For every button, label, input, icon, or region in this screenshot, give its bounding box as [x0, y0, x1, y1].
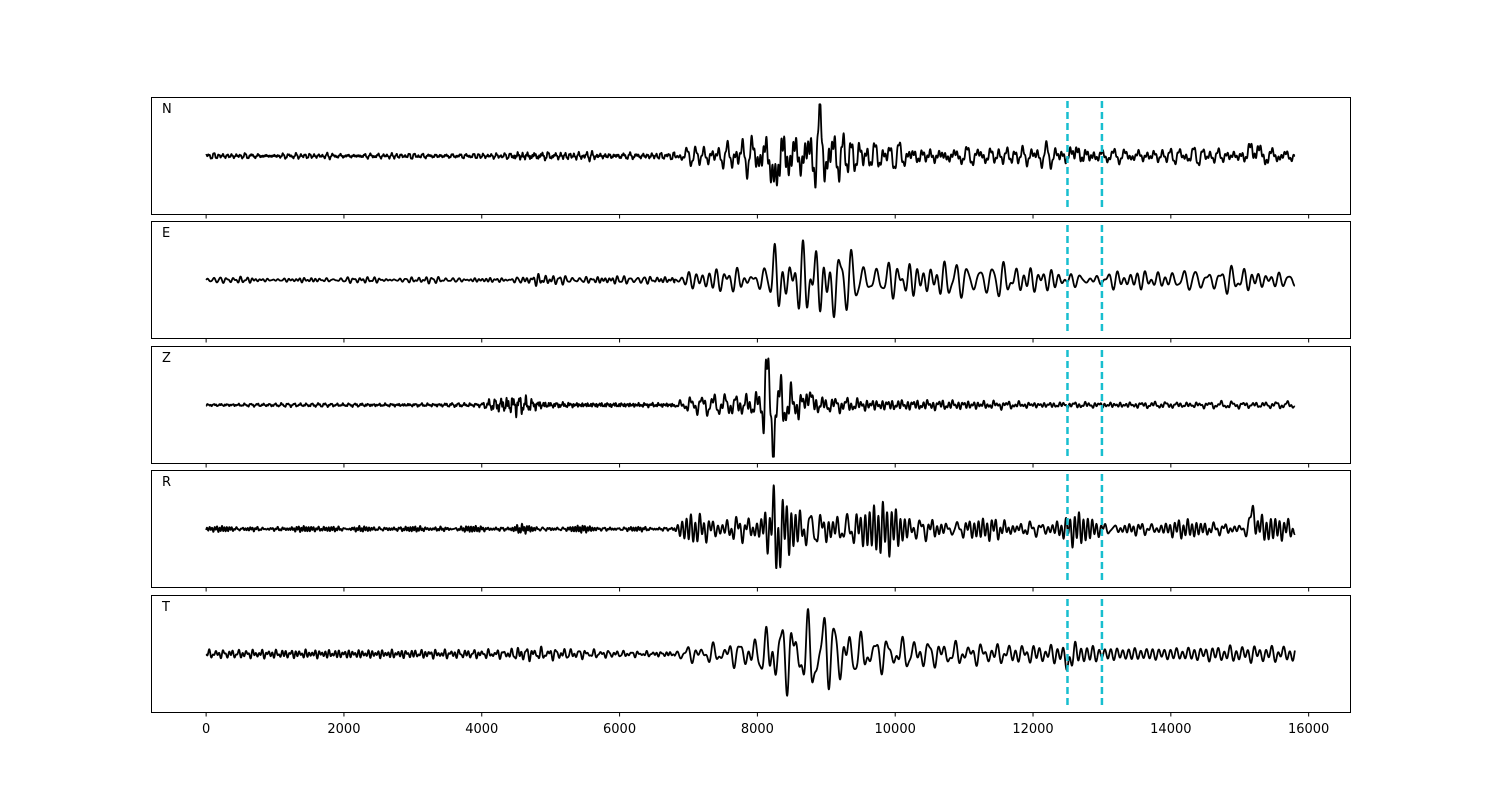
panel-frame — [151, 470, 1351, 588]
panel-label: E — [162, 226, 170, 241]
panel-e: E — [151, 221, 1351, 343]
panel-r: R — [151, 470, 1351, 592]
panel-label: Z — [162, 351, 171, 366]
panel-label: T — [161, 600, 170, 615]
panel-z: Z — [151, 346, 1351, 468]
panel-t: T — [151, 595, 1351, 717]
x-tick-label: 10000 — [875, 722, 916, 737]
x-tick-label: 4000 — [465, 722, 498, 737]
panel-frame — [151, 221, 1351, 339]
trace-line-t — [205, 608, 1296, 697]
x-axis: 0 2000 4000 6000 8000 10000 12000 14000 16000 — [202, 722, 1329, 737]
panel-label: R — [162, 475, 171, 490]
panel-frame — [151, 595, 1351, 713]
x-tick-label: 0 — [202, 722, 210, 737]
trace-line-r — [205, 484, 1296, 570]
trace-line-z — [205, 357, 1296, 458]
x-tick-label: 12000 — [1012, 722, 1053, 737]
trace-line-n — [205, 103, 1296, 189]
panel-label: N — [162, 102, 172, 117]
panel-frame — [151, 346, 1351, 464]
trace-line-e — [205, 239, 1296, 319]
x-tick-label: 14000 — [1150, 722, 1191, 737]
x-tick-label: 8000 — [741, 722, 774, 737]
x-tick-label: 2000 — [327, 722, 360, 737]
panels-group: N E Z R T — [151, 97, 1351, 717]
x-tick-label: 6000 — [603, 722, 636, 737]
panel-frame — [151, 97, 1351, 215]
x-tick-label: 16000 — [1288, 722, 1329, 737]
panel-n: N — [151, 97, 1351, 219]
